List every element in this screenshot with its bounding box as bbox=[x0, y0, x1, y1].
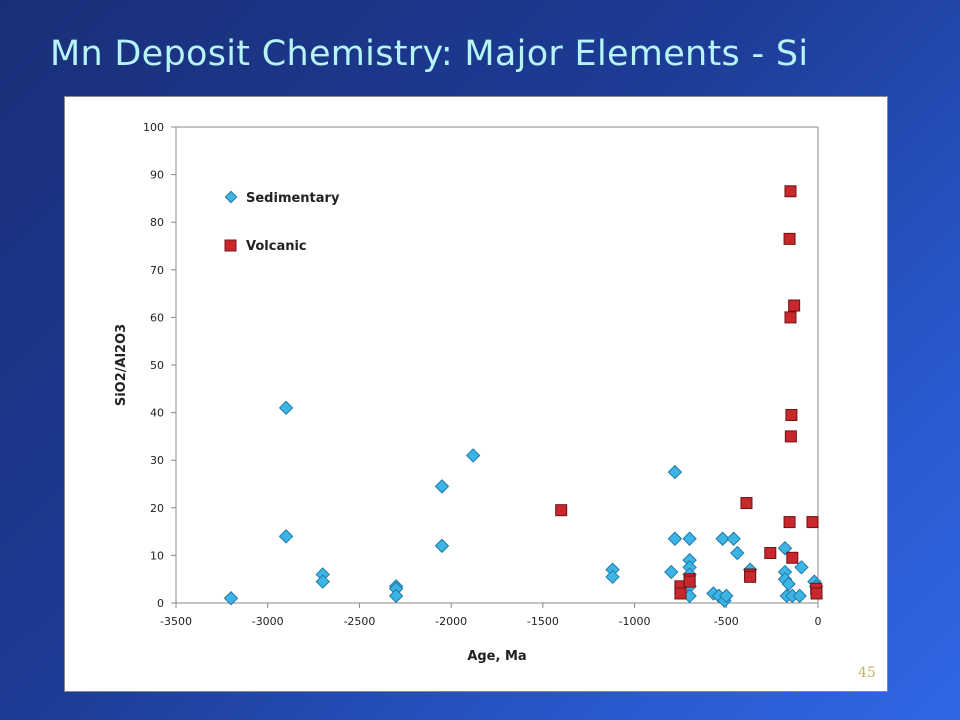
point-sedimentary bbox=[781, 576, 796, 592]
legend-label-volcanic: Volcanic bbox=[246, 239, 307, 254]
scatter-chart: -3500 -3000 -2500 -2000 -1500 -1000 -500 0 0 10 20… bbox=[64, 96, 888, 692]
point-volcanic bbox=[555, 504, 568, 517]
point-sedimentary bbox=[278, 400, 294, 416]
point-sedimentary bbox=[794, 560, 809, 575]
y-tick-label: 40 bbox=[150, 407, 164, 420]
point-sedimentary bbox=[278, 529, 294, 544]
point-sedimentary bbox=[682, 531, 697, 546]
point-volcanic bbox=[783, 516, 796, 529]
point-sedimentary bbox=[388, 588, 404, 604]
y-axis-label: SiO2/Al2O3 bbox=[114, 324, 129, 406]
legend-marker-sedimentary bbox=[224, 190, 238, 204]
point-sedimentary bbox=[465, 448, 481, 463]
point-volcanic bbox=[783, 232, 796, 245]
point-volcanic bbox=[806, 516, 819, 529]
point-sedimentary bbox=[715, 531, 730, 546]
chart-svg: -3500 -3000 -2500 -2000 -1500 -1000 -500 0 0 10 20… bbox=[114, 121, 824, 664]
point-sedimentary bbox=[777, 541, 793, 556]
x-tick-label: -500 bbox=[714, 615, 739, 628]
x-tick-label: -3500 bbox=[160, 615, 192, 628]
point-sedimentary bbox=[664, 564, 679, 580]
point-volcanic bbox=[740, 497, 753, 510]
point-sedimentary bbox=[730, 545, 745, 561]
point-volcanic bbox=[784, 311, 797, 324]
y-tick-label: 80 bbox=[150, 216, 164, 229]
y-tick-label: 60 bbox=[150, 311, 164, 324]
x-axis-label: Age, Ma bbox=[467, 649, 526, 664]
point-sedimentary bbox=[434, 538, 450, 554]
point-sedimentary bbox=[726, 531, 741, 546]
point-sedimentary bbox=[223, 591, 239, 606]
page-number: 45 bbox=[858, 665, 876, 681]
y-tick-label: 50 bbox=[150, 359, 164, 372]
x-tick-label: -2000 bbox=[435, 615, 467, 628]
x-tick-label: -1000 bbox=[619, 615, 651, 628]
point-sedimentary bbox=[434, 479, 450, 494]
y-tick-label: 20 bbox=[150, 502, 164, 515]
point-volcanic bbox=[784, 185, 797, 198]
data-points bbox=[223, 185, 824, 608]
point-sedimentary bbox=[792, 588, 807, 604]
x-tick-label: -2500 bbox=[343, 615, 375, 628]
point-volcanic bbox=[786, 551, 799, 564]
point-volcanic bbox=[785, 408, 798, 421]
point-volcanic bbox=[764, 547, 777, 560]
point-volcanic bbox=[674, 587, 687, 600]
x-tick-label: -1500 bbox=[527, 615, 559, 628]
x-tick-label: 0 bbox=[815, 615, 822, 628]
y-tick-label: 70 bbox=[150, 264, 164, 277]
point-volcanic bbox=[744, 570, 757, 583]
point-sedimentary bbox=[667, 464, 683, 480]
legend-label-sedimentary: Sedimentary bbox=[246, 191, 340, 206]
point-volcanic bbox=[788, 299, 801, 312]
legend-marker-volcanic bbox=[224, 239, 237, 252]
slide-title: Mn Deposit Chemistry: Major Elements - S… bbox=[50, 34, 809, 74]
point-volcanic bbox=[810, 587, 823, 600]
point-sedimentary bbox=[667, 531, 683, 546]
x-tick-label: -3000 bbox=[252, 615, 284, 628]
point-volcanic bbox=[683, 575, 696, 588]
legend: Sedimentary Volcanic bbox=[224, 190, 340, 254]
point-sedimentary bbox=[605, 569, 620, 585]
y-tick-label: 30 bbox=[150, 454, 164, 467]
point-volcanic bbox=[784, 430, 797, 443]
point-sedimentary bbox=[719, 588, 734, 604]
point-sedimentary bbox=[315, 574, 330, 589]
y-tick-label: 90 bbox=[150, 169, 164, 182]
y-tick-label: 10 bbox=[150, 549, 164, 562]
y-tick-label: 0 bbox=[157, 597, 164, 610]
axis-ticks: -3500 -3000 -2500 -2000 -1500 -1000 -500 0 0 10 20… bbox=[143, 121, 822, 628]
y-tick-label: 100 bbox=[143, 121, 164, 134]
